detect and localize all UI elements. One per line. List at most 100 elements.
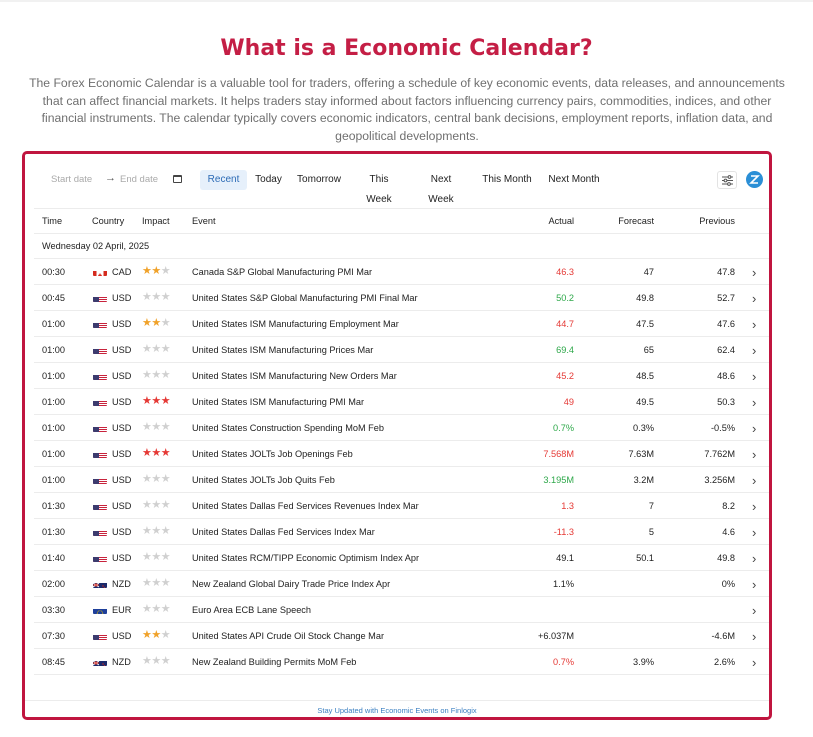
chevron-right-icon[interactable]: ›: [752, 499, 757, 514]
impact-stars: ★★★: [142, 447, 171, 459]
chevron-right-icon[interactable]: ›: [752, 369, 757, 384]
star-icon: ★: [151, 395, 161, 407]
date-divider: [34, 258, 769, 259]
table-row[interactable]: 01:30 USD ★★★ United States Dallas Fed Serv…: [34, 519, 769, 545]
star-icon: ★: [151, 447, 161, 459]
star-icon: ★: [151, 603, 161, 615]
tab-this-week[interactable]: This Week: [366, 174, 392, 205]
table-row[interactable]: 01:00 USD ★★★ United States JOLTs Job Quits…: [34, 467, 769, 493]
impact-stars: ★★★: [142, 551, 171, 563]
event-name: United States ISM Manufacturing Employme…: [192, 319, 399, 329]
actual-value: 7.568M: [543, 449, 574, 459]
filter-settings-button[interactable]: [717, 171, 737, 189]
flag-us-icon: [93, 449, 107, 458]
table-row[interactable]: 01:00 USD ★★★ United States ISM Manufacturi…: [34, 363, 769, 389]
star-icon: ★: [151, 317, 161, 329]
table-row[interactable]: 00:30 CAD ★★★ Canada S&P Global Manufacturi…: [34, 259, 769, 285]
currency-code: USD: [112, 501, 132, 511]
table-row[interactable]: 02:00 NZD ★★★ New Zealand Global Dairy Trad…: [34, 571, 769, 597]
chevron-right-icon[interactable]: ›: [752, 473, 757, 488]
tab-recent[interactable]: Recent: [200, 170, 247, 190]
star-icon: ★: [142, 499, 152, 511]
forecast-value: 0.3%: [633, 423, 654, 433]
event-time: 01:30: [42, 527, 65, 537]
tab-next-week[interactable]: Next Week: [428, 174, 454, 205]
tab-this-month[interactable]: This Month: [482, 174, 532, 185]
impact-stars: ★★★: [142, 629, 171, 641]
star-icon: ★: [142, 447, 152, 459]
table-row[interactable]: 01:00 USD ★★★ United States JOLTs Job Openi…: [34, 441, 769, 467]
currency-code: USD: [112, 371, 132, 381]
previous-value: -4.6M: [711, 631, 736, 641]
forecast-value: 5: [648, 527, 654, 537]
chevron-right-icon[interactable]: ›: [752, 265, 757, 280]
table-row[interactable]: 01:00 USD ★★★ United States ISM Manufacturi…: [34, 311, 769, 337]
chevron-right-icon[interactable]: ›: [752, 395, 757, 410]
chevron-right-icon[interactable]: ›: [752, 577, 757, 592]
footer-link[interactable]: Stay Updated with Economic Events on Fin…: [317, 706, 477, 715]
currency-code: USD: [112, 345, 132, 355]
impact-stars: ★★★: [142, 317, 171, 329]
star-icon: ★: [151, 291, 161, 303]
chevron-right-icon[interactable]: ›: [752, 291, 757, 306]
chevron-right-icon[interactable]: ›: [752, 421, 757, 436]
star-icon: ★: [151, 473, 161, 485]
chevron-right-icon[interactable]: ›: [752, 603, 757, 618]
date-group-label: Wednesday 02 April, 2025: [42, 241, 150, 251]
chevron-right-icon[interactable]: ›: [752, 525, 757, 540]
actual-value: 44.7: [556, 319, 574, 329]
calendar-icon[interactable]: [173, 175, 182, 183]
event-time: 01:00: [42, 397, 65, 407]
forecast-value: 47.5: [636, 319, 654, 329]
star-icon: ★: [142, 603, 152, 615]
header-time: Time: [42, 216, 63, 226]
tab-next-month[interactable]: Next Month: [548, 174, 600, 185]
impact-stars: ★★★: [142, 265, 171, 277]
event-time: 01:00: [42, 371, 65, 381]
impact-stars: ★★★: [142, 655, 171, 667]
tab-tomorrow[interactable]: Tomorrow: [297, 174, 341, 185]
table-row[interactable]: 00:45 USD ★★★ United States S&P Global Manu…: [34, 285, 769, 311]
actual-value: 0.7%: [553, 657, 574, 667]
star-icon: ★: [142, 369, 152, 381]
table-row[interactable]: 07:30 USD ★★★ United States API Crude Oil S…: [34, 623, 769, 649]
star-icon: ★: [151, 421, 161, 433]
chevron-right-icon[interactable]: ›: [752, 343, 757, 358]
star-icon: ★: [160, 499, 171, 511]
impact-stars: ★★★: [142, 291, 171, 303]
table-row[interactable]: 01:00 USD ★★★ United States Construction Sp…: [34, 415, 769, 441]
economic-calendar-widget: Start date → End date Recent Today Tomorro…: [22, 151, 772, 720]
intro-paragraph: The Forex Economic Calendar is a valuabl…: [29, 76, 785, 143]
chevron-right-icon[interactable]: ›: [752, 655, 757, 670]
event-name: New Zealand Building Permits MoM Feb: [192, 657, 357, 667]
forecast-value: 65: [643, 345, 654, 355]
end-date-input[interactable]: End date: [120, 174, 159, 185]
currency-code: USD: [112, 527, 132, 537]
table-row[interactable]: 01:40 USD ★★★ United States RCM/TIPP Econom…: [34, 545, 769, 571]
previous-value: 0%: [721, 579, 735, 589]
table-row[interactable]: 08:45 NZD ★★★ New Zealand Building Permits …: [34, 649, 769, 675]
previous-value: 48.6: [717, 371, 735, 381]
start-date-input[interactable]: Start date: [51, 174, 93, 185]
impact-stars: ★★★: [142, 525, 171, 537]
chevron-right-icon[interactable]: ›: [752, 317, 757, 332]
date-range-arrow-icon: →: [105, 172, 116, 184]
table-row[interactable]: 03:30 EUR ★★★ Euro Area ECB Lane Speech ›: [34, 597, 769, 623]
previous-value: 49.8: [717, 553, 735, 563]
previous-value: 47.8: [717, 267, 735, 277]
chevron-right-icon[interactable]: ›: [752, 551, 757, 566]
table-row[interactable]: 01:00 USD ★★★ United States ISM Manufacturi…: [34, 337, 769, 363]
table-row[interactable]: 01:30 USD ★★★ United States Dallas Fed Serv…: [34, 493, 769, 519]
star-icon: ★: [142, 525, 152, 537]
header-actual: Actual: [548, 216, 574, 226]
impact-stars: ★★★: [142, 603, 171, 615]
forecast-value: 3.9%: [633, 657, 654, 667]
event-name: United States Dallas Fed Services Revenu…: [192, 501, 419, 511]
finlogix-logo-icon[interactable]: [746, 171, 763, 188]
chevron-right-icon[interactable]: ›: [752, 629, 757, 644]
event-time: 01:00: [42, 423, 65, 433]
table-row[interactable]: 01:00 USD ★★★ United States ISM Manufacturi…: [34, 389, 769, 415]
tab-today[interactable]: Today: [255, 174, 282, 185]
chevron-right-icon[interactable]: ›: [752, 447, 757, 462]
forecast-value: 3.2M: [633, 475, 654, 485]
